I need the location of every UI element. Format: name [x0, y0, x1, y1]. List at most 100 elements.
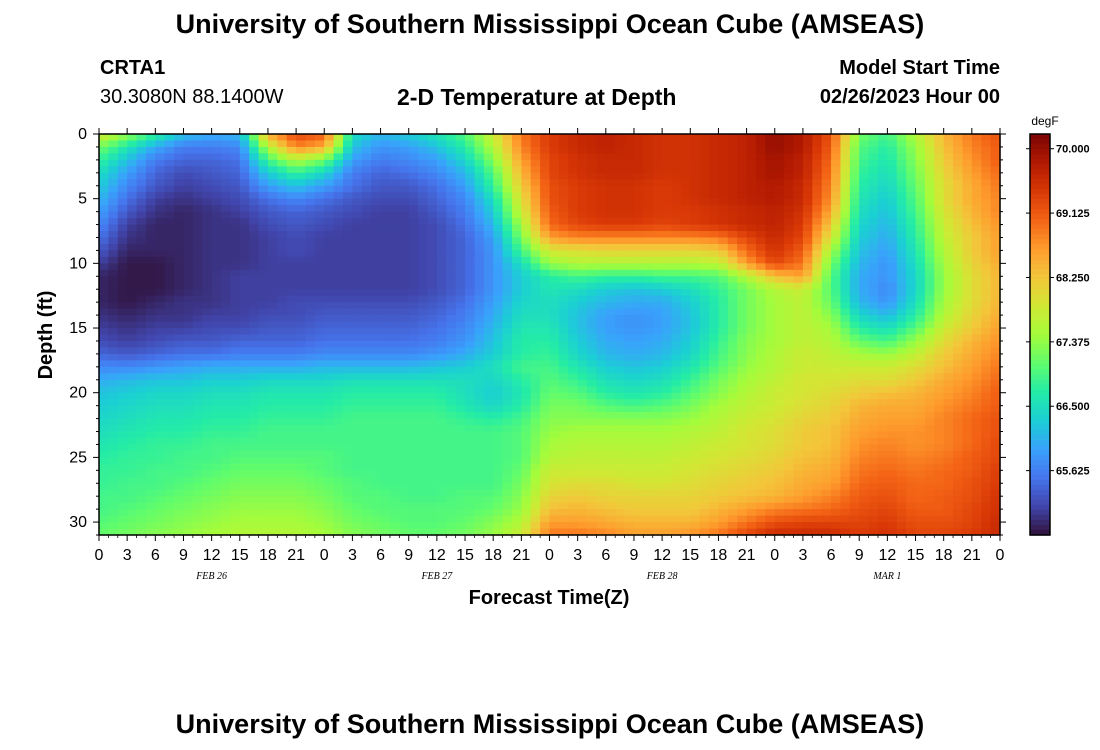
heatmap-cell	[718, 412, 729, 420]
heatmap-cell	[408, 134, 419, 142]
heatmap-cell	[540, 153, 551, 161]
heatmap-cell	[906, 134, 917, 142]
heatmap-cell	[371, 134, 382, 142]
heatmap-cell	[324, 366, 335, 374]
heatmap-cell	[652, 379, 663, 387]
heatmap-cell	[859, 218, 870, 226]
heatmap-cell	[971, 185, 982, 193]
heatmap-cell	[277, 328, 288, 336]
heatmap-cell	[136, 231, 147, 239]
heatmap-cell	[587, 373, 598, 381]
heatmap-cell	[671, 463, 682, 471]
heatmap-cell	[812, 192, 823, 200]
heatmap-cell	[896, 250, 907, 258]
heatmap-cell	[221, 399, 231, 407]
heatmap-cell	[483, 340, 494, 349]
heatmap-cell	[352, 463, 363, 471]
heatmap-cell	[877, 237, 888, 245]
heatmap-cell	[587, 457, 598, 465]
heatmap-cell	[511, 334, 522, 342]
heatmap-cell	[633, 463, 644, 471]
heatmap-cell	[868, 192, 879, 200]
heatmap-cell	[877, 282, 888, 290]
heatmap-cell	[812, 185, 823, 193]
heatmap-cell	[671, 444, 682, 452]
heatmap-cell	[746, 386, 757, 394]
heatmap-cell	[868, 457, 879, 465]
heatmap-cell	[793, 282, 804, 290]
heatmap-cell	[774, 263, 785, 271]
heatmap-cell	[868, 353, 879, 361]
heatmap-cell	[568, 360, 579, 368]
heatmap-cell	[990, 243, 1001, 252]
heatmap-cell	[821, 256, 832, 264]
heatmap-cell	[962, 172, 973, 180]
heatmap-cell	[943, 243, 954, 252]
heatmap-cell	[849, 457, 860, 465]
heatmap-cell	[145, 302, 156, 310]
heatmap-cell	[643, 450, 654, 458]
heatmap-cell	[981, 134, 992, 142]
heatmap-cell	[737, 463, 748, 471]
heatmap-cell	[709, 386, 720, 394]
heatmap-cell	[699, 179, 710, 187]
heatmap-cell	[418, 405, 429, 413]
heatmap-cell	[887, 405, 898, 413]
heatmap-cell	[455, 366, 466, 374]
heatmap-cell	[483, 418, 494, 426]
heatmap-cell	[371, 166, 382, 174]
heatmap-cell	[859, 192, 870, 200]
heatmap-cell	[183, 360, 194, 368]
heatmap-cell	[877, 166, 888, 174]
heatmap-cell	[117, 263, 128, 271]
heatmap-cell	[305, 412, 316, 420]
heatmap-cell	[596, 140, 607, 148]
heatmap-cell	[699, 237, 710, 245]
heatmap-cell	[915, 295, 926, 303]
heatmap-cell	[352, 353, 363, 361]
heatmap-cell	[633, 373, 644, 381]
heatmap-cell	[333, 185, 344, 193]
heatmap-cell	[192, 243, 203, 252]
heatmap-cell	[990, 140, 1001, 148]
heatmap-cell	[380, 250, 391, 258]
heatmap-cell	[221, 373, 231, 381]
heatmap-cell	[887, 457, 898, 465]
heatmap-cell	[990, 276, 1001, 284]
heatmap-cell	[427, 159, 438, 167]
heatmap-cell	[136, 198, 147, 206]
heatmap-cell	[990, 250, 1001, 258]
heatmap-cell	[202, 437, 213, 446]
heatmap-cell	[802, 347, 813, 355]
heatmap-cell	[812, 392, 823, 400]
heatmap-cell	[314, 321, 325, 329]
heatmap-cell	[849, 366, 860, 374]
heatmap-cell	[577, 153, 588, 161]
heatmap-cell	[943, 379, 954, 387]
heatmap-cell	[483, 250, 494, 258]
heatmap-cell	[314, 373, 325, 381]
heatmap-cell	[183, 425, 194, 433]
heatmap-cell	[746, 412, 757, 420]
heatmap-cell	[558, 211, 569, 219]
heatmap-cell	[136, 289, 147, 297]
heatmap-cell	[643, 192, 654, 200]
heatmap-cell	[389, 224, 400, 232]
heatmap-cell	[211, 198, 222, 206]
heatmap-cell	[164, 463, 175, 471]
heatmap-cell	[709, 340, 720, 349]
heatmap-cell	[981, 256, 992, 264]
heatmap-cell	[493, 340, 504, 349]
heatmap-cell	[690, 185, 701, 193]
heatmap-cell	[840, 146, 851, 155]
heatmap-cell	[136, 269, 147, 277]
heatmap-cell	[821, 231, 832, 239]
heatmap-cell	[277, 256, 288, 264]
heatmap-cell	[399, 289, 410, 297]
heatmap-cell	[474, 237, 485, 245]
heatmap-cell	[305, 205, 316, 213]
heatmap-cell	[343, 425, 354, 433]
heatmap-cell	[540, 282, 551, 290]
heatmap-cell	[793, 218, 804, 226]
heatmap-cell	[699, 463, 710, 471]
